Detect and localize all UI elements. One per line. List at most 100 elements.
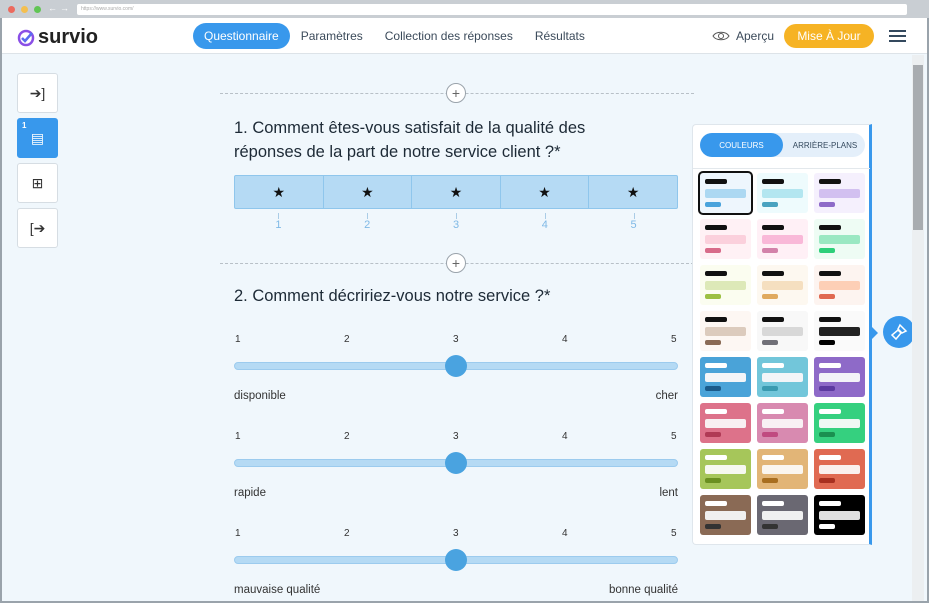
tab-backgrounds[interactable]: ARRIÈRE-PLANS xyxy=(792,140,858,150)
scrollbar[interactable] xyxy=(912,55,924,601)
star-3[interactable]: ★ xyxy=(412,176,501,208)
theme-swatch[interactable] xyxy=(814,311,865,351)
add-question-button[interactable]: + xyxy=(446,83,466,103)
app-window: survio Questionnaire Paramètres Collecti… xyxy=(2,18,927,601)
theme-tabs: COULEURS ARRIÈRE-PLANS xyxy=(700,133,865,157)
exit-icon: [➔ xyxy=(29,219,46,236)
theme-swatch[interactable] xyxy=(757,265,808,305)
forward-icon[interactable]: → xyxy=(60,3,69,13)
slider-right-label: lent xyxy=(659,487,678,499)
slider-scale-label: 1 xyxy=(235,528,241,539)
scale-tick xyxy=(456,213,457,219)
theme-swatch[interactable] xyxy=(757,449,808,489)
scale-tick xyxy=(544,213,546,219)
page-1-button[interactable]: 1 ▤ xyxy=(17,118,58,158)
logo-text: survio xyxy=(38,26,99,48)
theme-swatch[interactable] xyxy=(700,219,751,259)
slider-scale-label: 5 xyxy=(671,528,677,539)
eye-icon xyxy=(712,31,730,41)
slider-scale-label: 2 xyxy=(344,334,350,345)
theme-swatch[interactable] xyxy=(700,357,751,397)
theme-swatch[interactable] xyxy=(814,403,865,443)
star-rating: ★ ★ ★ ★ ★ xyxy=(234,175,678,209)
add-page-icon: ⊞ xyxy=(31,174,44,191)
star-5[interactable]: ★ xyxy=(626,183,640,200)
page-number-badge: 1 xyxy=(22,121,27,130)
theme-swatch[interactable] xyxy=(757,403,808,443)
question-2-title: 2. Comment décririez-vous notre service … xyxy=(234,287,551,305)
tab-parametres[interactable]: Paramètres xyxy=(300,29,363,43)
theme-swatch[interactable] xyxy=(757,311,808,351)
menu-icon[interactable] xyxy=(889,30,906,45)
star-scale-label: 3 xyxy=(452,219,460,231)
top-nav: survio Questionnaire Paramètres Collecti… xyxy=(2,18,927,54)
scrollbar-thumb[interactable] xyxy=(913,65,923,230)
slider-scale-label: 4 xyxy=(562,431,568,442)
theme-swatch[interactable] xyxy=(814,449,865,489)
star-4[interactable]: ★ xyxy=(501,176,590,208)
theme-swatch[interactable] xyxy=(700,449,751,489)
close-window-button[interactable] xyxy=(8,6,15,13)
logo[interactable]: survio xyxy=(17,26,98,49)
slider-scale-label: 1 xyxy=(235,431,241,442)
tab-questionnaire[interactable]: Questionnaire xyxy=(193,23,290,49)
slider-thumb[interactable] xyxy=(445,452,467,474)
theme-swatch[interactable] xyxy=(757,495,808,535)
scale-tick xyxy=(633,213,635,219)
preview-label: Aperçu xyxy=(736,29,775,43)
main-tabs: Questionnaire Paramètres Collection des … xyxy=(193,23,596,49)
theme-swatch[interactable] xyxy=(814,219,865,259)
preview-button[interactable]: Aperçu xyxy=(712,29,774,43)
theme-swatch[interactable] xyxy=(700,265,751,305)
outro-page-button[interactable]: [➔ xyxy=(17,208,58,248)
update-button[interactable]: Mise À Jour xyxy=(784,24,874,48)
minimize-window-button[interactable] xyxy=(21,6,28,13)
url-bar[interactable]: https://www.survio.com/ xyxy=(77,4,907,15)
slider-right-label: cher xyxy=(655,390,678,402)
add-question-button[interactable]: + xyxy=(446,253,466,273)
intro-page-button[interactable]: ➔] xyxy=(17,73,58,113)
theme-swatch[interactable] xyxy=(814,173,865,213)
tab-colors[interactable]: COULEURS xyxy=(700,133,783,157)
slider-scale-label: 3 xyxy=(453,334,459,345)
star-2[interactable]: ★ xyxy=(324,176,413,208)
theme-swatch[interactable] xyxy=(698,171,753,215)
theme-swatch[interactable] xyxy=(757,357,808,397)
star-scale-label: 5 xyxy=(630,219,637,231)
theme-panel: COULEURS ARRIÈRE-PLANS xyxy=(692,124,872,545)
maximize-window-button[interactable] xyxy=(34,6,41,13)
slider-thumb[interactable] xyxy=(445,549,467,571)
star-scale-label: 4 xyxy=(541,219,548,231)
theme-swatch[interactable] xyxy=(757,219,808,259)
back-icon[interactable]: ← xyxy=(48,3,57,13)
theme-swatch[interactable] xyxy=(700,311,751,351)
star-1[interactable]: ★ xyxy=(235,176,324,208)
survio-check-icon xyxy=(17,29,35,46)
panel-pointer xyxy=(872,327,878,339)
question-1-title: 1. Comment êtes-vous satisfait de la qua… xyxy=(234,119,586,161)
tab-collection[interactable]: Collection des réponses xyxy=(384,29,513,43)
star-scale-label: 2 xyxy=(364,219,371,231)
add-page-button[interactable]: ⊞ xyxy=(17,163,58,203)
theme-swatch[interactable] xyxy=(814,265,865,305)
slider-scale-label: 4 xyxy=(562,528,568,539)
slider-scale-label: 3 xyxy=(453,528,459,539)
page-icon: ▤ xyxy=(30,129,45,146)
theme-grid xyxy=(698,171,865,535)
theme-toggle-button[interactable] xyxy=(883,316,915,348)
slider-scale-label: 2 xyxy=(344,431,350,442)
slider-scale-label: 2 xyxy=(344,528,350,539)
theme-swatch[interactable] xyxy=(700,495,751,535)
browser-chrome: ← → https://www.survio.com/ xyxy=(0,0,929,18)
theme-swatch[interactable] xyxy=(700,403,751,443)
slider-left-label: rapide xyxy=(234,487,266,499)
slider-thumb[interactable] xyxy=(445,355,467,377)
slider-scale-label: 5 xyxy=(671,334,677,345)
paintbrush-icon xyxy=(890,323,908,341)
scale-tick xyxy=(367,213,369,219)
theme-swatch[interactable] xyxy=(757,173,808,213)
slider-scale-label: 4 xyxy=(562,334,568,345)
theme-swatch[interactable] xyxy=(814,357,865,397)
theme-swatch[interactable] xyxy=(814,495,865,535)
tab-resultats[interactable]: Résultats xyxy=(534,29,585,43)
